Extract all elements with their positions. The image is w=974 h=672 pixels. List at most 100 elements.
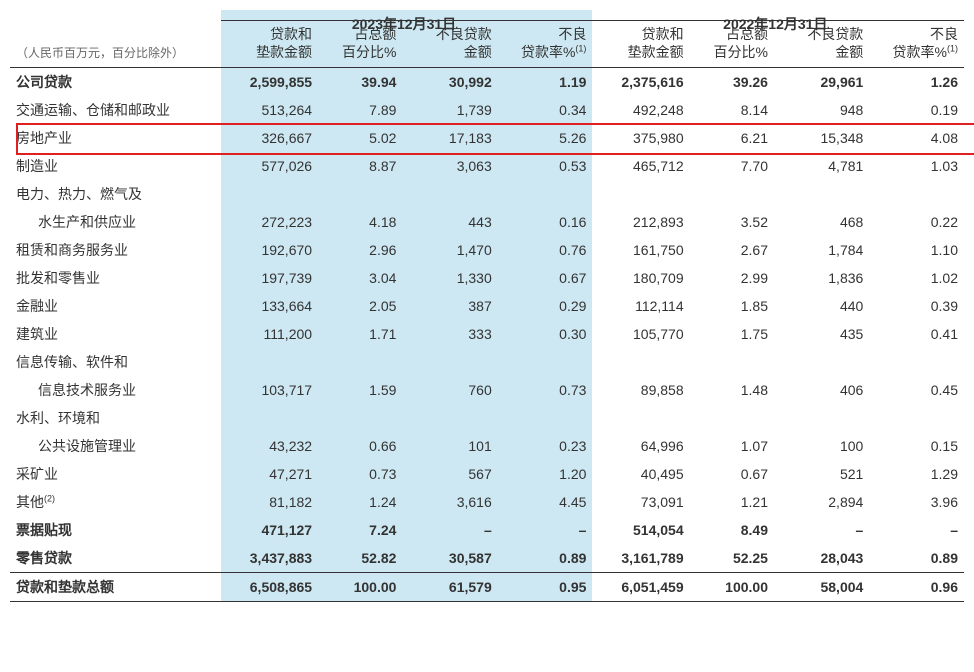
cell: 1.07 [690,432,774,460]
cell: 1.10 [869,236,964,264]
cell: 112,114 [592,292,689,320]
cell: 1,836 [774,264,869,292]
cell: 3.04 [318,264,402,292]
cell: 468 [774,208,869,236]
cell: 64,996 [592,432,689,460]
cell: 2.96 [318,236,402,264]
cell: 492,248 [592,96,689,124]
cell: 465,712 [592,152,689,180]
cell [318,404,402,432]
cell: 6,508,865 [221,573,318,602]
table-row-total: 贷款和垫款总额6,508,865100.0061,5790.956,051,45… [10,573,964,602]
cell: 1.20 [498,460,593,488]
cell: 1,330 [402,264,497,292]
cell: 521 [774,460,869,488]
cell [869,348,964,376]
table-row-fin: 金融业133,6642.053870.29112,1141.854400.39 [10,292,964,320]
cell: 2,894 [774,488,869,516]
cell: 58,004 [774,573,869,602]
row-label: 房地产业 [10,124,221,152]
cell: 0.45 [869,376,964,404]
cell: 1.29 [869,460,964,488]
cell: 8.14 [690,96,774,124]
cell: 1.21 [690,488,774,516]
cell: 0.95 [498,573,593,602]
cell: 0.34 [498,96,593,124]
cell [592,348,689,376]
table-row-other: 其他(2)81,1821.243,6164.4573,0911.212,8943… [10,488,964,516]
cell: 17,183 [402,124,497,152]
cell: 326,667 [221,124,318,152]
row-label: 信息技术服务业 [10,376,221,404]
table-row-re: 房地产业326,6675.0217,1835.26375,9806.2115,3… [10,124,964,152]
cell: 2.99 [690,264,774,292]
cell: 5.26 [498,124,593,152]
cell: 47,271 [221,460,318,488]
cell: 2.67 [690,236,774,264]
cell: 40,495 [592,460,689,488]
row-label: 建筑业 [10,320,221,348]
cell [869,180,964,208]
table-row-constr: 建筑业111,2001.713330.30105,7701.754350.41 [10,320,964,348]
row-label: 水利、环境和 [10,404,221,432]
cell: 6,051,459 [592,573,689,602]
cell: 0.73 [498,376,593,404]
cell [221,348,318,376]
cell: 0.41 [869,320,964,348]
cell: 0.23 [498,432,593,460]
cell [498,404,593,432]
cell: 43,232 [221,432,318,460]
cell: – [402,516,497,544]
cell: 387 [402,292,497,320]
cell: 39.26 [690,68,774,97]
cell: 0.53 [498,152,593,180]
table-row-mfg: 制造业577,0268.873,0630.53465,7127.704,7811… [10,152,964,180]
loan-table: （人民币百万元，百分比除外） 贷款和垫款金额 占总额百分比% 不良贷款金额 不良… [10,10,964,602]
table-row-trans: 交通运输、仓储和邮政业513,2647.891,7390.34492,2488.… [10,96,964,124]
cell [498,180,593,208]
cell: 0.76 [498,236,593,264]
row-label: 电力、热力、燃气及 [10,180,221,208]
table-row-retail: 批发和零售业197,7393.041,3300.67180,7092.991,8… [10,264,964,292]
cell: 7.24 [318,516,402,544]
cell: 30,587 [402,544,497,573]
cell: 3,616 [402,488,497,516]
cell: 8.49 [690,516,774,544]
cell: 7.89 [318,96,402,124]
row-label: 水生产和供应业 [10,208,221,236]
cell: 514,054 [592,516,689,544]
cell: 2,375,616 [592,68,689,97]
cell [318,348,402,376]
cell: 2,599,855 [221,68,318,97]
cell [592,404,689,432]
cell: 4,781 [774,152,869,180]
cell: 39.94 [318,68,402,97]
row-label: 采矿业 [10,460,221,488]
cell: 0.66 [318,432,402,460]
cell: 180,709 [592,264,689,292]
cell [221,180,318,208]
cell: 0.96 [869,573,964,602]
cell: 948 [774,96,869,124]
cell: 567 [402,460,497,488]
table-row-water_a: 水利、环境和 [10,404,964,432]
cell [402,404,497,432]
unit-label: （人民币百万元，百分比除外） [10,21,221,68]
cell [221,404,318,432]
cell: 1.19 [498,68,593,97]
cell: 29,961 [774,68,869,97]
cell: 192,670 [221,236,318,264]
cell: 52.25 [690,544,774,573]
cell: 100.00 [690,573,774,602]
table-row-corp: 公司贷款2,599,85539.9430,9921.192,375,61639.… [10,68,964,97]
cell: 105,770 [592,320,689,348]
row-label: 信息传输、软件和 [10,348,221,376]
cell: 1,470 [402,236,497,264]
cell: 4.18 [318,208,402,236]
cell: 103,717 [221,376,318,404]
table-row-bill: 票据贴现471,1277.24––514,0548.49–– [10,516,964,544]
table-row-water_b: 公共设施管理业43,2320.661010.2364,9961.071000.1… [10,432,964,460]
cell: 1.03 [869,152,964,180]
row-label: 票据贴现 [10,516,221,544]
cell [774,180,869,208]
